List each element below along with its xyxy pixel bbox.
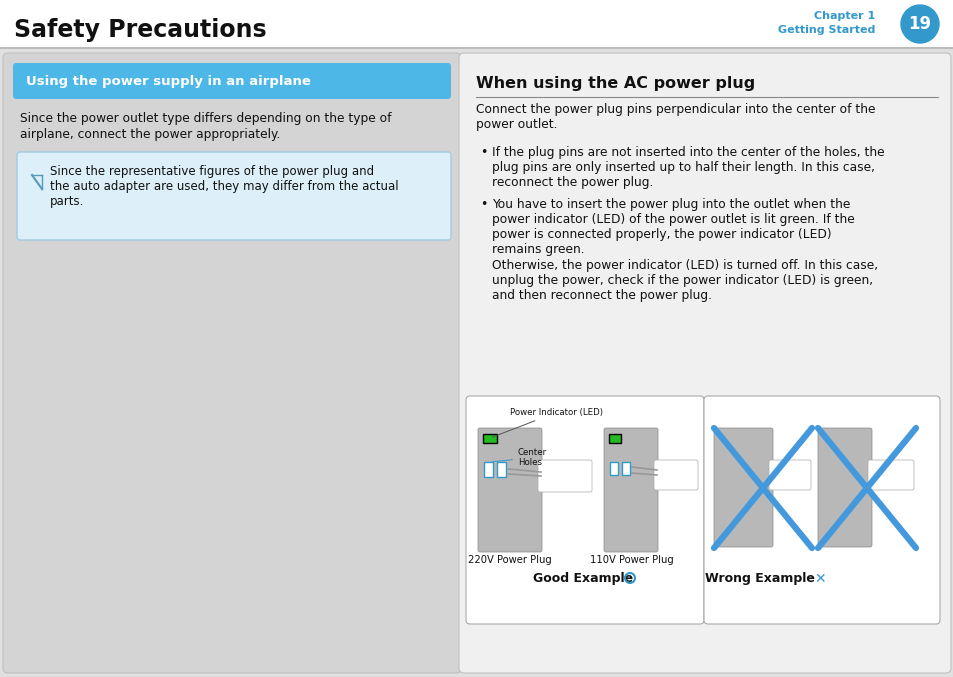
FancyBboxPatch shape: [477, 428, 541, 552]
FancyBboxPatch shape: [703, 396, 939, 624]
FancyBboxPatch shape: [609, 462, 618, 475]
FancyBboxPatch shape: [482, 434, 497, 443]
Text: If the plug pins are not inserted into the center of the holes, the: If the plug pins are not inserted into t…: [492, 146, 883, 159]
Text: Since the power outlet type differs depending on the type of: Since the power outlet type differs depe…: [20, 112, 391, 125]
Text: •: •: [479, 198, 487, 211]
FancyBboxPatch shape: [483, 462, 493, 477]
Text: plug pins are only inserted up to half their length. In this case,: plug pins are only inserted up to half t…: [492, 161, 874, 174]
Text: Good Example: Good Example: [532, 572, 637, 585]
FancyBboxPatch shape: [603, 428, 658, 552]
FancyBboxPatch shape: [458, 53, 950, 673]
FancyBboxPatch shape: [867, 460, 913, 490]
Text: 110V Power Plug: 110V Power Plug: [590, 555, 673, 565]
FancyBboxPatch shape: [13, 63, 451, 99]
FancyBboxPatch shape: [465, 396, 703, 624]
Text: Getting Started: Getting Started: [777, 25, 874, 35]
Text: When using the AC power plug: When using the AC power plug: [476, 76, 755, 91]
Text: and then reconnect the power plug.: and then reconnect the power plug.: [492, 289, 711, 302]
Text: Chapter 1: Chapter 1: [813, 11, 874, 21]
FancyBboxPatch shape: [608, 434, 620, 443]
FancyBboxPatch shape: [713, 428, 772, 547]
FancyBboxPatch shape: [621, 462, 629, 475]
Text: Using the power supply in an airplane: Using the power supply in an airplane: [26, 74, 311, 87]
Text: Connect the power plug pins perpendicular into the center of the: Connect the power plug pins perpendicula…: [476, 103, 875, 116]
Text: unplug the power, check if the power indicator (LED) is green,: unplug the power, check if the power ind…: [492, 274, 872, 287]
Text: power is connected properly, the power indicator (LED): power is connected properly, the power i…: [492, 228, 831, 241]
Text: 220V Power Plug: 220V Power Plug: [468, 555, 551, 565]
Text: airplane, connect the power appropriately.: airplane, connect the power appropriatel…: [20, 128, 280, 141]
FancyBboxPatch shape: [768, 460, 810, 490]
Text: ✕: ✕: [813, 572, 825, 586]
Text: power indicator (LED) of the power outlet is lit green. If the: power indicator (LED) of the power outle…: [492, 213, 854, 226]
Text: Otherwise, the power indicator (LED) is turned off. In this case,: Otherwise, the power indicator (LED) is …: [492, 259, 877, 272]
FancyBboxPatch shape: [3, 53, 460, 673]
Text: the auto adapter are used, they may differ from the actual: the auto adapter are used, they may diff…: [50, 180, 398, 193]
Text: Power Indicator (LED): Power Indicator (LED): [492, 408, 602, 437]
Text: reconnect the power plug.: reconnect the power plug.: [492, 176, 653, 189]
Text: You have to insert the power plug into the outlet when the: You have to insert the power plug into t…: [492, 198, 849, 211]
Text: 19: 19: [907, 15, 930, 33]
Text: power outlet.: power outlet.: [476, 118, 557, 131]
FancyBboxPatch shape: [17, 152, 451, 240]
Circle shape: [900, 5, 938, 43]
Text: parts.: parts.: [50, 195, 84, 208]
Text: •: •: [479, 146, 487, 159]
FancyBboxPatch shape: [0, 0, 953, 48]
FancyBboxPatch shape: [654, 460, 698, 490]
Text: Since the representative figures of the power plug and: Since the representative figures of the …: [50, 165, 374, 178]
FancyBboxPatch shape: [817, 428, 871, 547]
Text: Safety Precautions: Safety Precautions: [14, 18, 266, 42]
Text: remains green.: remains green.: [492, 243, 584, 256]
FancyBboxPatch shape: [537, 460, 592, 492]
FancyBboxPatch shape: [497, 462, 505, 477]
Text: Center
Holes: Center Holes: [493, 448, 547, 467]
Text: Wrong Example: Wrong Example: [704, 572, 819, 585]
